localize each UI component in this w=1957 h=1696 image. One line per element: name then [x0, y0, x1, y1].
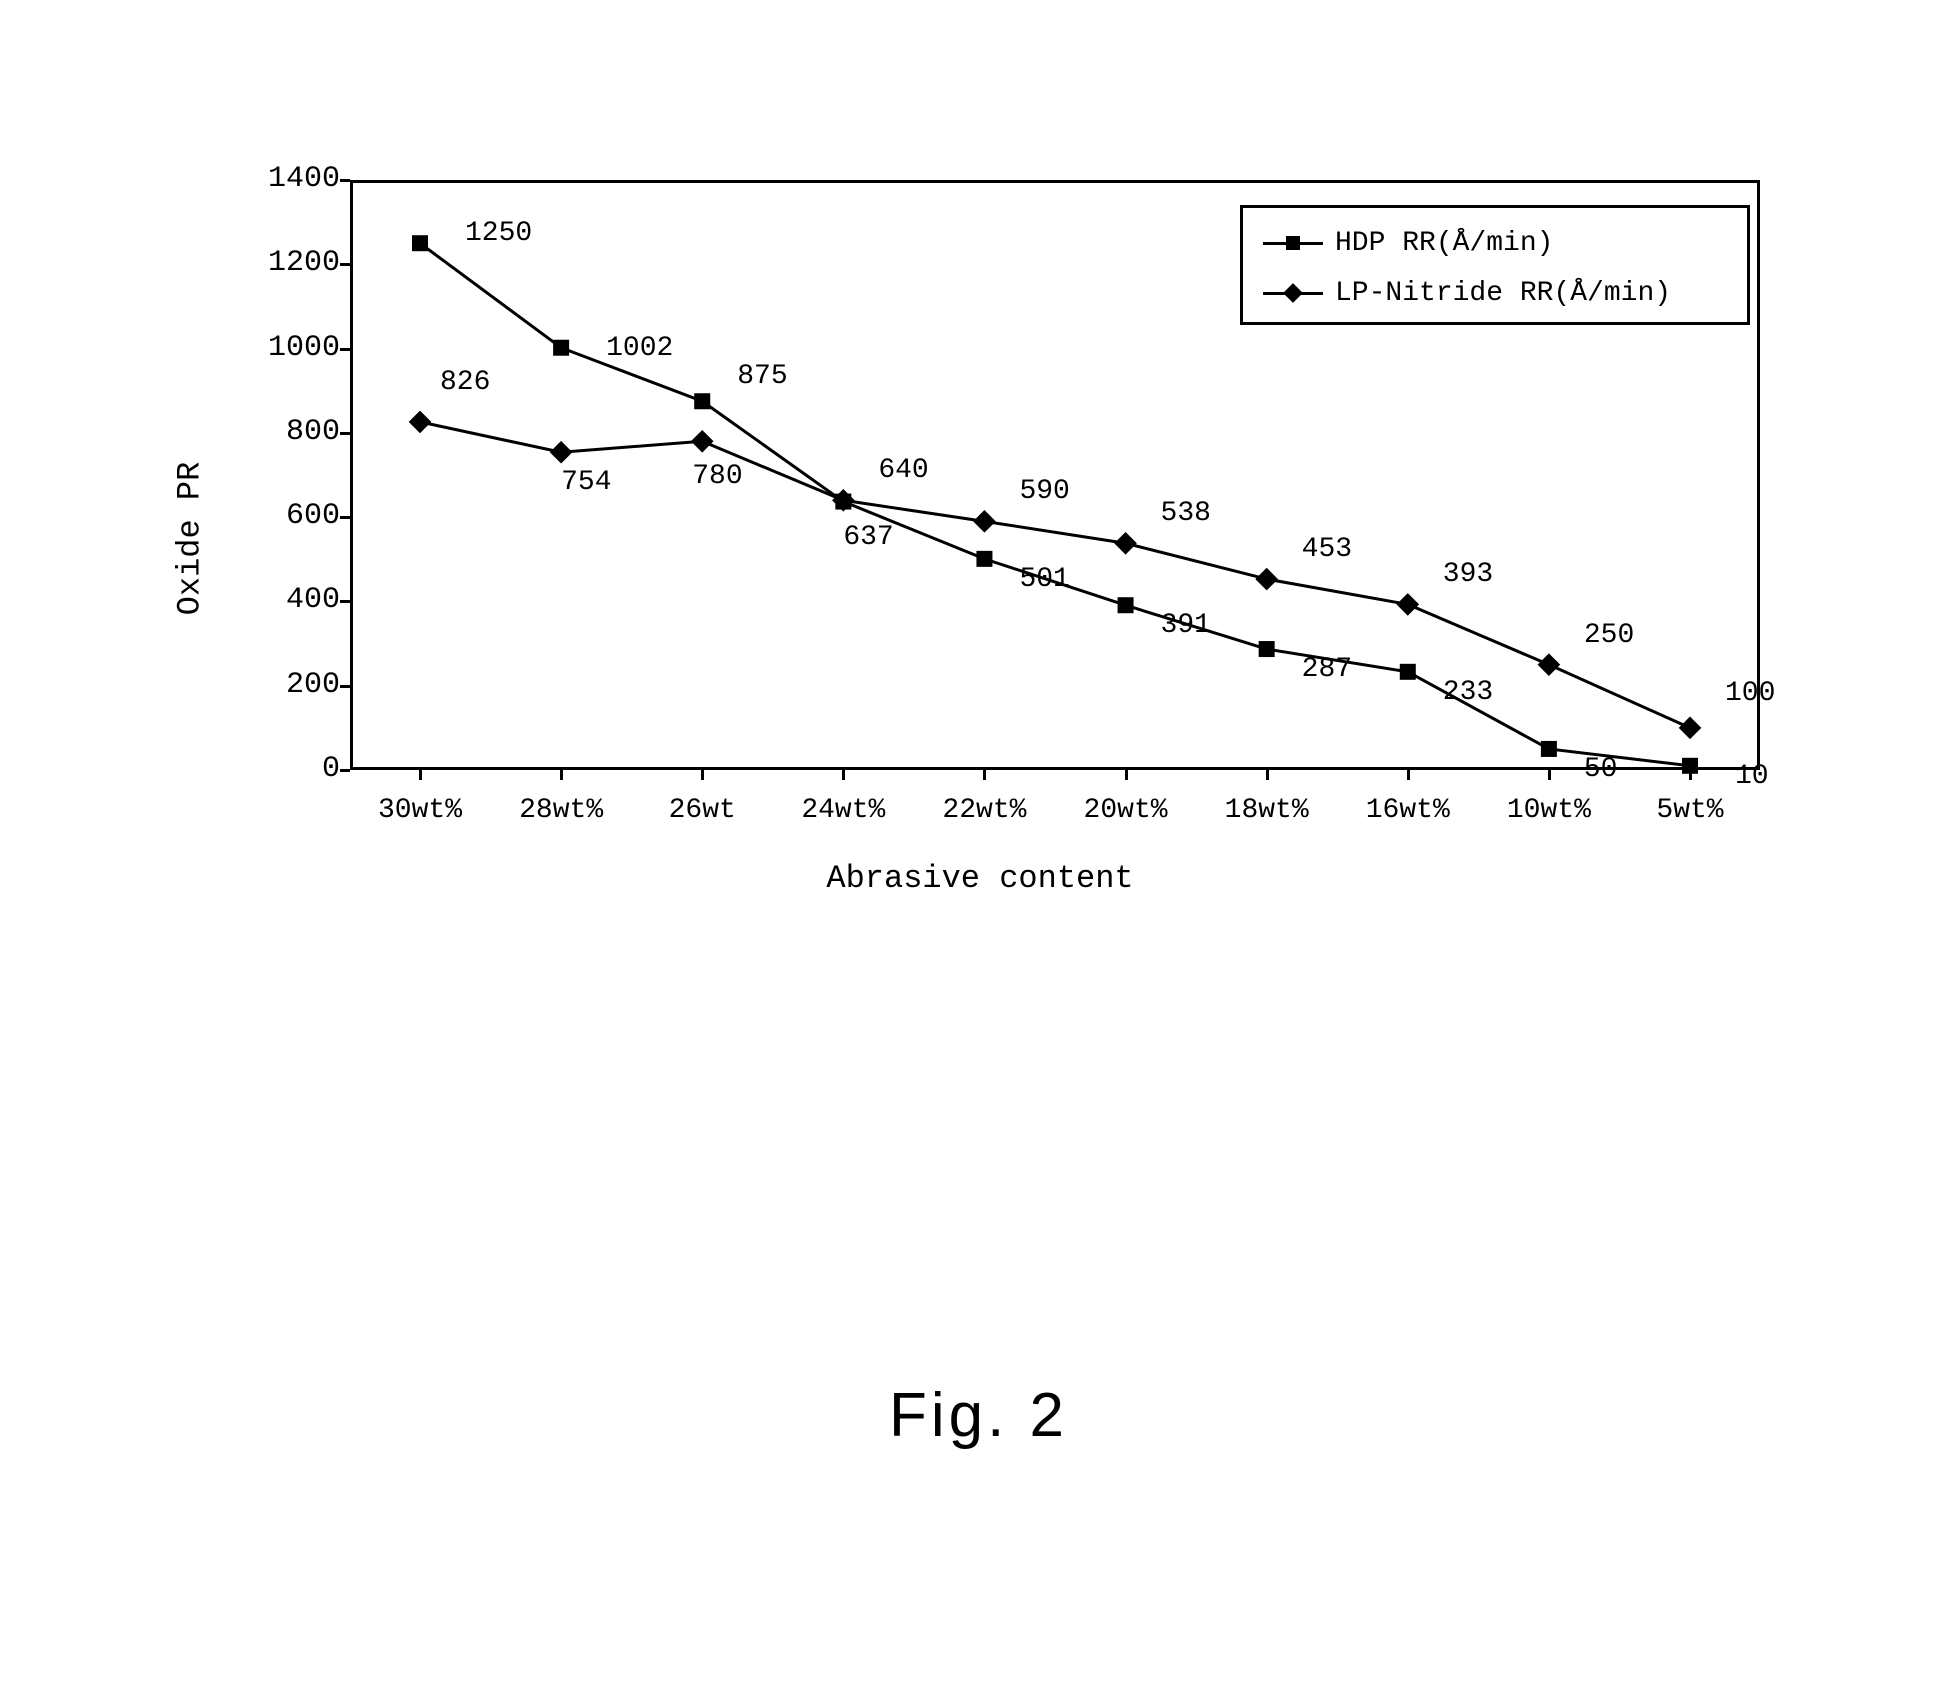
legend-item-hdp: HDP RR(Å/min): [1263, 218, 1727, 268]
legend-label-hdp: HDP RR(Å/min): [1335, 228, 1553, 259]
data-point-label: 100: [1725, 678, 1775, 709]
legend: HDP RR(Å/min) LP-Nitride RR(Å/min): [1240, 205, 1750, 325]
y-tick-mark: [340, 600, 350, 603]
x-tick-label: 30wt%: [378, 795, 462, 826]
diamond-marker: [1538, 653, 1561, 676]
diamond-marker: [550, 441, 573, 464]
diamond-marker: [691, 430, 714, 453]
diamond-marker: [1396, 593, 1419, 616]
x-tick-label: 26wt: [669, 795, 736, 826]
data-point-label: 538: [1161, 498, 1211, 529]
diamond-icon: [1283, 283, 1303, 303]
y-tick-label: 1000: [240, 331, 340, 365]
x-tick-mark: [701, 770, 704, 780]
square-marker: [976, 551, 992, 567]
data-point-label: 250: [1584, 620, 1634, 651]
x-tick-label: 24wt%: [801, 795, 885, 826]
legend-line-lp: [1263, 292, 1323, 295]
x-tick-mark: [560, 770, 563, 780]
data-point-label: 754: [561, 467, 611, 498]
x-tick-mark: [1548, 770, 1551, 780]
data-point-label: 50: [1584, 754, 1618, 785]
y-tick-mark: [340, 769, 350, 772]
square-icon: [1286, 236, 1300, 250]
x-tick-mark: [1125, 770, 1128, 780]
y-tick-label: 800: [240, 415, 340, 449]
x-tick-label: 20wt%: [1084, 795, 1168, 826]
square-marker: [1682, 758, 1698, 774]
data-point-label: 640: [878, 455, 928, 486]
data-point-label: 826: [440, 367, 490, 398]
data-point-label: 391: [1161, 610, 1211, 641]
data-point-label: 10: [1735, 761, 1769, 792]
diamond-marker: [1255, 568, 1278, 591]
x-tick-mark: [1407, 770, 1410, 780]
data-point-label: 453: [1302, 534, 1352, 565]
square-marker: [694, 393, 710, 409]
square-marker: [1118, 597, 1134, 613]
x-tick-mark: [419, 770, 422, 780]
figure-caption: Fig. 2: [889, 1380, 1068, 1451]
x-tick-mark: [983, 770, 986, 780]
x-tick-label: 5wt%: [1656, 795, 1723, 826]
legend-item-lp: LP-Nitride RR(Å/min): [1263, 268, 1727, 318]
y-tick-label: 0: [240, 752, 340, 786]
data-point-label: 1002: [606, 333, 673, 364]
x-tick-mark: [842, 770, 845, 780]
diamond-marker: [1114, 532, 1137, 555]
y-tick-label: 400: [240, 583, 340, 617]
diamond-marker: [973, 510, 996, 533]
x-tick-label: 10wt%: [1507, 795, 1591, 826]
y-tick-label: 600: [240, 499, 340, 533]
data-point-label: 1250: [465, 218, 532, 249]
x-tick-label: 16wt%: [1366, 795, 1450, 826]
data-point-label: 287: [1302, 654, 1352, 685]
x-axis-label: Abrasive content: [826, 860, 1133, 897]
data-point-label: 780: [692, 461, 742, 492]
y-tick-mark: [340, 432, 350, 435]
legend-label-lp: LP-Nitride RR(Å/min): [1335, 278, 1671, 309]
legend-line-hdp: [1263, 242, 1323, 245]
y-tick-mark: [340, 263, 350, 266]
diamond-marker: [409, 411, 432, 434]
data-point-label: 501: [1019, 564, 1069, 595]
y-tick-label: 1200: [240, 246, 340, 280]
data-point-label: 590: [1019, 476, 1069, 507]
square-marker: [1259, 641, 1275, 657]
square-marker: [1541, 741, 1557, 757]
x-tick-label: 18wt%: [1225, 795, 1309, 826]
square-marker: [412, 235, 428, 251]
x-tick-label: 28wt%: [519, 795, 603, 826]
x-tick-mark: [1266, 770, 1269, 780]
diamond-marker: [1679, 717, 1702, 740]
y-axis-label: Oxide PR: [172, 462, 209, 616]
y-tick-mark: [340, 348, 350, 351]
data-point-label: 875: [737, 361, 787, 392]
data-point-label: 637: [843, 522, 893, 553]
x-tick-label: 22wt%: [942, 795, 1026, 826]
y-tick-mark: [340, 516, 350, 519]
data-point-label: 393: [1443, 559, 1493, 590]
y-tick-label: 200: [240, 668, 340, 702]
chart-container: Oxide PR Abrasive content 02004006008001…: [180, 140, 1780, 920]
y-tick-label: 1400: [240, 162, 340, 196]
square-marker: [553, 340, 569, 356]
y-tick-mark: [340, 685, 350, 688]
square-marker: [1400, 664, 1416, 680]
data-point-label: 233: [1443, 677, 1493, 708]
y-tick-mark: [340, 179, 350, 182]
